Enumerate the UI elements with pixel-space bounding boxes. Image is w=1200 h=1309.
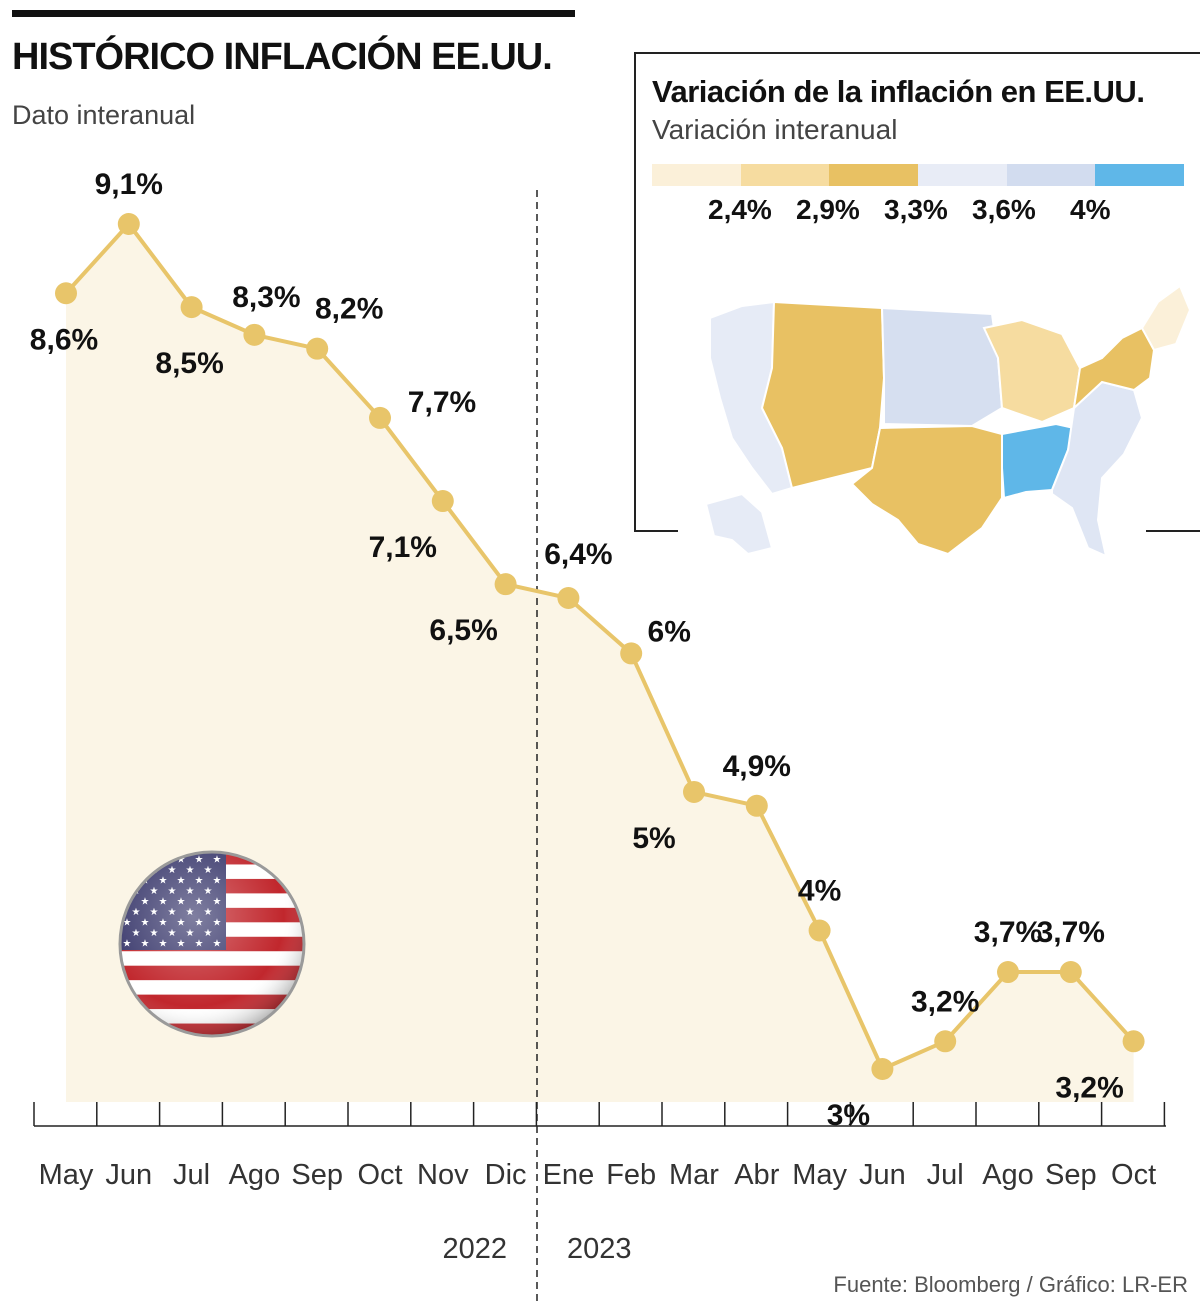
legend-swatch (1095, 164, 1185, 186)
chart-title: HISTÓRICO INFLACIÓN EE.UU. (12, 36, 553, 78)
flag-star: ★ (132, 865, 141, 876)
legend-swatch (740, 164, 830, 186)
x-tick-label: Jun (859, 1159, 906, 1191)
x-tick-label: Ago (229, 1159, 281, 1191)
x-tick-label: Oct (357, 1159, 402, 1191)
x-tick-label: Dic (485, 1159, 527, 1191)
legend-label: 3,6% (972, 194, 1036, 225)
data-label: 3% (827, 1099, 870, 1132)
legend-swatch (829, 164, 919, 186)
x-tick-label: Abr (734, 1159, 779, 1191)
data-point (306, 337, 329, 360)
data-label: 6,4% (544, 538, 612, 571)
data-label: 8,2% (315, 293, 383, 326)
x-tick-label: Nov (417, 1159, 469, 1191)
data-label: 8,5% (155, 347, 223, 380)
x-tick-label: Jul (927, 1159, 964, 1191)
x-tick-label: Jun (105, 1159, 152, 1191)
data-point (997, 961, 1019, 984)
data-point (1122, 1030, 1145, 1053)
inset-subtitle: Variación interanual (652, 114, 898, 145)
legend-swatch (652, 164, 741, 186)
data-label: 4% (798, 874, 841, 907)
data-label: 6% (648, 615, 691, 648)
data-point (431, 490, 454, 513)
data-point (494, 573, 517, 596)
data-point (180, 296, 203, 319)
flag-star: ★ (123, 855, 132, 866)
data-label: 8,6% (30, 323, 98, 356)
legend-label: 3,3% (884, 194, 948, 225)
legend-label: 2,9% (796, 194, 860, 225)
data-point (243, 323, 266, 346)
data-point (683, 780, 705, 803)
x-tick-label: Oct (1111, 1159, 1156, 1191)
x-tick-label: May (39, 1159, 94, 1191)
legend-swatch (918, 164, 1007, 186)
chart-subtitle: Dato interanual (12, 100, 196, 130)
data-label: 3,7% (1037, 916, 1105, 949)
flag-star: ★ (141, 855, 150, 866)
data-label: 3,2% (911, 985, 979, 1018)
data-point (369, 406, 391, 429)
map-region-alaska (704, 492, 774, 556)
flag-star: ★ (123, 876, 132, 887)
map-region-new-england (1140, 284, 1192, 352)
source-credit: Fuente: Bloomberg / Gráfico: LR-ER (833, 1272, 1188, 1297)
data-point (117, 213, 140, 235)
data-point (620, 642, 643, 665)
data-label: 7,1% (369, 531, 437, 564)
legend-labels: 2,4% 2,9% 3,3% 3,6% 4% (652, 194, 1184, 230)
data-point (808, 919, 831, 942)
data-label: 4,9% (723, 750, 791, 783)
data-point (55, 282, 77, 305)
legend-label: 4% (1070, 194, 1111, 225)
legend-swatch (1006, 164, 1096, 186)
inset-rule (1146, 530, 1200, 532)
area-fill (66, 224, 1134, 1102)
us-states-map (702, 258, 1192, 558)
color-legend (652, 164, 1185, 186)
map-region-northeast (1072, 326, 1156, 411)
x-tick-label: Mar (669, 1159, 719, 1191)
year-label: 2023 (567, 1233, 632, 1265)
x-tick-label: Ene (543, 1159, 595, 1191)
map-region-south-central (850, 424, 1003, 556)
x-tick-label: May (792, 1159, 847, 1191)
data-label: 6,5% (429, 614, 497, 647)
x-tick-label: Feb (606, 1159, 656, 1191)
us-flag-icon: ★★★★★★★★★★★★★★★★★★★★★★★★★★★★★★★★★★★★★★★★… (118, 850, 306, 1038)
data-label: 8,3% (232, 281, 300, 314)
year-label: 2022 (442, 1233, 507, 1265)
inset-title: Variación de la inflación en EE.UU. (652, 74, 1145, 109)
data-label: 3,2% (1055, 1071, 1123, 1104)
data-point (871, 1058, 894, 1080)
state-inflation-inset: Variación de la inflación en EE.UU. Vari… (634, 52, 1200, 558)
x-tick-label: Jul (173, 1159, 210, 1191)
data-point (934, 1030, 957, 1053)
series-line (64, 222, 1136, 1071)
data-label: 9,1% (95, 168, 163, 201)
map-region-plains (880, 306, 1004, 428)
data-label: 5% (632, 822, 675, 855)
x-tick-label: Sep (291, 1159, 343, 1191)
data-label: 3,7% (974, 916, 1042, 949)
data-point (745, 794, 768, 817)
data-point (1059, 961, 1082, 984)
inset-rule (634, 530, 678, 532)
legend-label: 2,4% (708, 194, 772, 225)
top-rule (12, 10, 575, 17)
data-point (557, 587, 580, 610)
x-tick-label: Sep (1045, 1159, 1097, 1191)
data-label: 7,7% (408, 386, 476, 419)
x-tick-label: Ago (982, 1159, 1034, 1191)
